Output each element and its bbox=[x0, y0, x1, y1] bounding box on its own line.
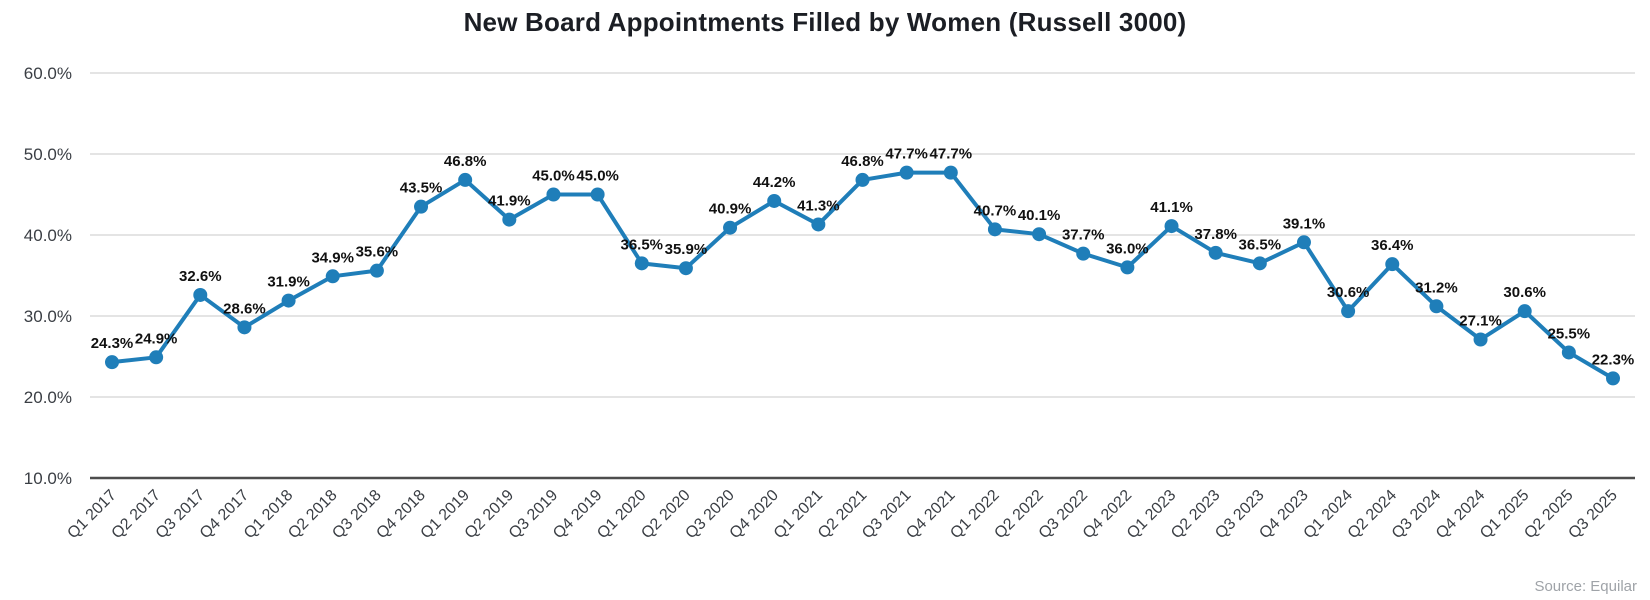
data-point bbox=[1385, 257, 1400, 272]
data-point bbox=[590, 187, 605, 202]
data-point bbox=[678, 261, 693, 276]
data-point bbox=[899, 165, 914, 180]
x-tick-label: Q3 2025 bbox=[1565, 487, 1620, 542]
data-point-label: 30.6% bbox=[1503, 284, 1546, 301]
y-tick-label: 30.0% bbox=[24, 307, 72, 326]
data-point-label: 22.3% bbox=[1592, 351, 1635, 368]
data-point-label: 36.4% bbox=[1371, 237, 1414, 254]
data-point-label: 47.7% bbox=[885, 146, 928, 163]
data-point bbox=[193, 287, 208, 302]
data-point bbox=[1208, 245, 1223, 260]
data-point-label: 31.9% bbox=[267, 274, 310, 291]
data-point-label: 41.9% bbox=[488, 193, 531, 210]
data-point-label: 32.6% bbox=[179, 268, 222, 285]
data-point bbox=[369, 263, 384, 278]
data-point-label: 40.1% bbox=[1018, 207, 1061, 224]
data-point bbox=[237, 320, 252, 335]
data-point-label: 45.0% bbox=[576, 168, 619, 185]
data-point-label: 24.9% bbox=[135, 330, 178, 347]
data-point bbox=[767, 193, 782, 208]
data-point bbox=[1517, 304, 1532, 319]
data-point bbox=[1429, 299, 1444, 314]
data-point bbox=[325, 269, 340, 284]
data-point bbox=[502, 212, 517, 227]
data-point bbox=[1076, 246, 1091, 261]
data-point bbox=[811, 217, 826, 232]
y-tick-label: 40.0% bbox=[24, 226, 72, 245]
data-point bbox=[1120, 260, 1135, 275]
y-tick-label: 50.0% bbox=[24, 145, 72, 164]
data-point-label: 40.7% bbox=[974, 202, 1017, 219]
data-point-label: 28.6% bbox=[223, 300, 266, 317]
data-point-label: 31.2% bbox=[1415, 279, 1458, 296]
data-point-label: 36.5% bbox=[1239, 236, 1282, 253]
data-point bbox=[414, 199, 429, 214]
data-point bbox=[723, 220, 738, 235]
data-point bbox=[1032, 227, 1047, 242]
data-point bbox=[1561, 345, 1576, 360]
y-tick-label: 20.0% bbox=[24, 388, 72, 407]
data-point bbox=[149, 350, 164, 365]
data-point-label: 41.1% bbox=[1150, 199, 1193, 216]
data-point-label: 43.5% bbox=[400, 180, 443, 197]
data-point bbox=[1473, 332, 1488, 347]
data-point bbox=[1341, 304, 1356, 319]
data-point bbox=[546, 187, 561, 202]
data-point bbox=[281, 293, 296, 308]
y-tick-label: 10.0% bbox=[24, 469, 72, 488]
data-point bbox=[105, 355, 119, 370]
data-point bbox=[458, 172, 473, 187]
data-point-label: 40.9% bbox=[709, 201, 752, 218]
source-attribution: Source: Equilar bbox=[1534, 578, 1637, 595]
data-point-label: 44.2% bbox=[753, 174, 796, 191]
data-point-label: 45.0% bbox=[532, 168, 575, 185]
data-point-label: 36.5% bbox=[620, 236, 663, 253]
data-point-label: 47.7% bbox=[930, 146, 973, 163]
data-point bbox=[1296, 235, 1311, 250]
data-point-label: 46.8% bbox=[841, 153, 884, 170]
data-point-label: 37.7% bbox=[1062, 227, 1105, 244]
data-point bbox=[1252, 256, 1267, 271]
data-point bbox=[1606, 371, 1620, 386]
chart-title: New Board Appointments Filled by Women (… bbox=[463, 7, 1187, 37]
data-point-label: 37.8% bbox=[1194, 226, 1237, 243]
data-point-label: 25.5% bbox=[1548, 325, 1591, 342]
data-point bbox=[987, 222, 1002, 237]
data-point-label: 35.9% bbox=[665, 241, 708, 258]
data-point-label: 46.8% bbox=[444, 153, 487, 170]
data-point-label: 36.0% bbox=[1106, 240, 1149, 257]
data-point bbox=[855, 172, 870, 187]
data-point-label: 30.6% bbox=[1327, 284, 1370, 301]
data-point-label: 41.3% bbox=[797, 197, 840, 214]
data-point bbox=[1164, 219, 1179, 234]
data-point-label: 39.1% bbox=[1283, 215, 1326, 232]
data-point-label: 27.1% bbox=[1459, 312, 1502, 329]
data-point-label: 34.9% bbox=[311, 249, 354, 266]
data-point-label: 24.3% bbox=[91, 335, 134, 352]
data-point bbox=[634, 256, 649, 271]
data-point-label: 35.6% bbox=[356, 244, 399, 261]
y-tick-label: 60.0% bbox=[24, 64, 72, 83]
data-point bbox=[943, 165, 958, 180]
